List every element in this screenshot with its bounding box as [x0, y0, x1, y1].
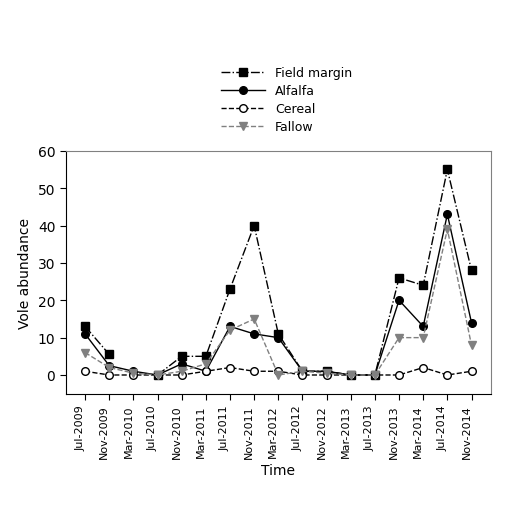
- X-axis label: Time: Time: [261, 464, 295, 477]
- Y-axis label: Vole abundance: Vole abundance: [18, 217, 32, 328]
- Legend: Field margin, Alfalfa, Cereal, Fallow: Field margin, Alfalfa, Cereal, Fallow: [215, 61, 358, 140]
